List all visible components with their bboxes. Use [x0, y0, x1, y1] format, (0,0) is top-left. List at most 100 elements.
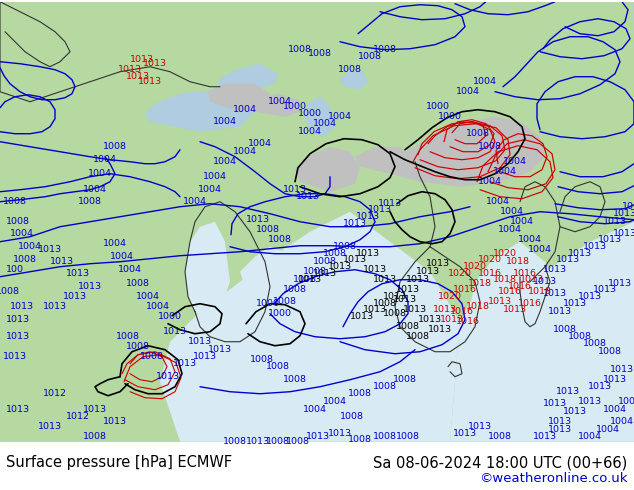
- Text: 1013: 1013: [138, 77, 162, 86]
- Text: 1000: 1000: [298, 109, 322, 118]
- Text: 1016: 1016: [453, 285, 477, 294]
- Text: 1008: 1008: [256, 225, 280, 234]
- Text: 1013: 1013: [378, 199, 402, 208]
- Text: 1013: 1013: [343, 219, 367, 228]
- Text: 1004: 1004: [603, 405, 627, 414]
- Text: 1008: 1008: [340, 412, 364, 421]
- Text: 1013: 1013: [622, 202, 634, 211]
- Text: 1013: 1013: [356, 212, 380, 221]
- Text: 1013: 1013: [608, 279, 632, 288]
- Text: 1004: 1004: [313, 119, 337, 128]
- Text: 1013: 1013: [50, 257, 74, 266]
- Text: 1004: 1004: [323, 397, 347, 406]
- Text: 1004: 1004: [213, 117, 237, 126]
- Text: 1013: 1013: [6, 405, 30, 414]
- Text: 1013: 1013: [543, 399, 567, 408]
- Text: 1013: 1013: [143, 59, 167, 68]
- Text: 1013: 1013: [156, 372, 180, 381]
- Text: 1013: 1013: [246, 215, 270, 224]
- Text: 1013: 1013: [453, 429, 477, 438]
- Text: 1018: 1018: [466, 302, 490, 311]
- Text: 1013: 1013: [533, 277, 557, 286]
- Text: 1013: 1013: [578, 397, 602, 406]
- Text: 1004: 1004: [103, 239, 127, 248]
- Text: 1004: 1004: [500, 207, 524, 216]
- Text: 1013: 1013: [488, 297, 512, 306]
- Text: 1013: 1013: [83, 405, 107, 414]
- Text: 1008: 1008: [373, 45, 397, 54]
- Polygon shape: [145, 90, 255, 132]
- Text: 1008: 1008: [0, 287, 20, 296]
- Polygon shape: [208, 84, 270, 112]
- Text: 1013: 1013: [543, 265, 567, 274]
- Text: 1004: 1004: [83, 185, 107, 194]
- Text: 1013: 1013: [393, 295, 417, 304]
- Text: 1008: 1008: [466, 129, 490, 138]
- Text: 1013: 1013: [368, 205, 392, 214]
- Polygon shape: [240, 247, 290, 297]
- Text: 1013: 1013: [610, 365, 634, 374]
- Text: 1013: 1013: [426, 259, 450, 268]
- Text: 1013: 1013: [350, 312, 374, 321]
- Text: 1008: 1008: [598, 347, 622, 356]
- Polygon shape: [470, 242, 560, 342]
- Text: 1008: 1008: [568, 332, 592, 341]
- Text: 1013: 1013: [403, 305, 427, 314]
- Text: 1008: 1008: [333, 242, 357, 251]
- Text: 1004: 1004: [18, 242, 42, 251]
- Text: 1013: 1013: [548, 307, 572, 316]
- Text: 1013: 1013: [130, 55, 154, 64]
- Text: 1013: 1013: [356, 249, 380, 258]
- Text: 1013: 1013: [578, 292, 602, 301]
- Text: 1013: 1013: [66, 269, 90, 278]
- Text: 1013: 1013: [328, 429, 352, 438]
- Text: 1008: 1008: [393, 375, 417, 384]
- Text: 1004: 1004: [110, 252, 134, 261]
- Polygon shape: [248, 94, 300, 117]
- Text: 1000: 1000: [256, 299, 280, 308]
- Text: 1004: 1004: [10, 229, 34, 238]
- Text: 1004: 1004: [88, 169, 112, 178]
- Text: 1013: 1013: [468, 422, 492, 431]
- Polygon shape: [0, 2, 634, 441]
- Text: 1008: 1008: [283, 285, 307, 294]
- Text: 1008: 1008: [6, 217, 30, 226]
- Text: 1008: 1008: [78, 197, 102, 206]
- Polygon shape: [185, 221, 230, 322]
- Text: 1018: 1018: [493, 275, 517, 284]
- Text: 1020: 1020: [448, 269, 472, 278]
- Text: 1016: 1016: [478, 269, 502, 278]
- Text: 1008: 1008: [250, 355, 274, 364]
- Text: 1012: 1012: [66, 412, 90, 421]
- Text: 1000: 1000: [283, 102, 307, 111]
- Text: 1013: 1013: [38, 422, 62, 431]
- Text: 1013: 1013: [193, 352, 217, 361]
- Text: 1013: 1013: [406, 275, 430, 284]
- Text: 1004: 1004: [486, 197, 510, 206]
- Text: 1012: 1012: [43, 389, 67, 398]
- Text: 1008: 1008: [396, 322, 420, 331]
- Polygon shape: [295, 147, 360, 192]
- Text: 1013: 1013: [296, 192, 320, 201]
- Text: 1004: 1004: [118, 265, 142, 274]
- Text: 1020: 1020: [493, 249, 517, 258]
- Text: 1008: 1008: [140, 352, 164, 361]
- Text: 1020: 1020: [438, 292, 462, 301]
- Text: 1004: 1004: [518, 235, 542, 244]
- Text: 1016: 1016: [456, 317, 480, 326]
- Text: 1013: 1013: [548, 425, 572, 434]
- Polygon shape: [390, 117, 545, 187]
- Text: 1008: 1008: [83, 432, 107, 441]
- Text: 1013: 1013: [306, 432, 330, 441]
- Text: 1013: 1013: [418, 315, 442, 324]
- Text: 1013: 1013: [416, 267, 440, 276]
- Text: 1008: 1008: [103, 142, 127, 151]
- Text: 1013: 1013: [593, 285, 617, 294]
- Text: 1008: 1008: [126, 279, 150, 288]
- Text: 1008: 1008: [288, 45, 312, 54]
- Text: 1004: 1004: [596, 425, 620, 434]
- Text: 1000: 1000: [158, 312, 182, 321]
- Text: 1013: 1013: [246, 437, 270, 446]
- Text: 1004: 1004: [198, 185, 222, 194]
- Text: 1018: 1018: [506, 257, 530, 266]
